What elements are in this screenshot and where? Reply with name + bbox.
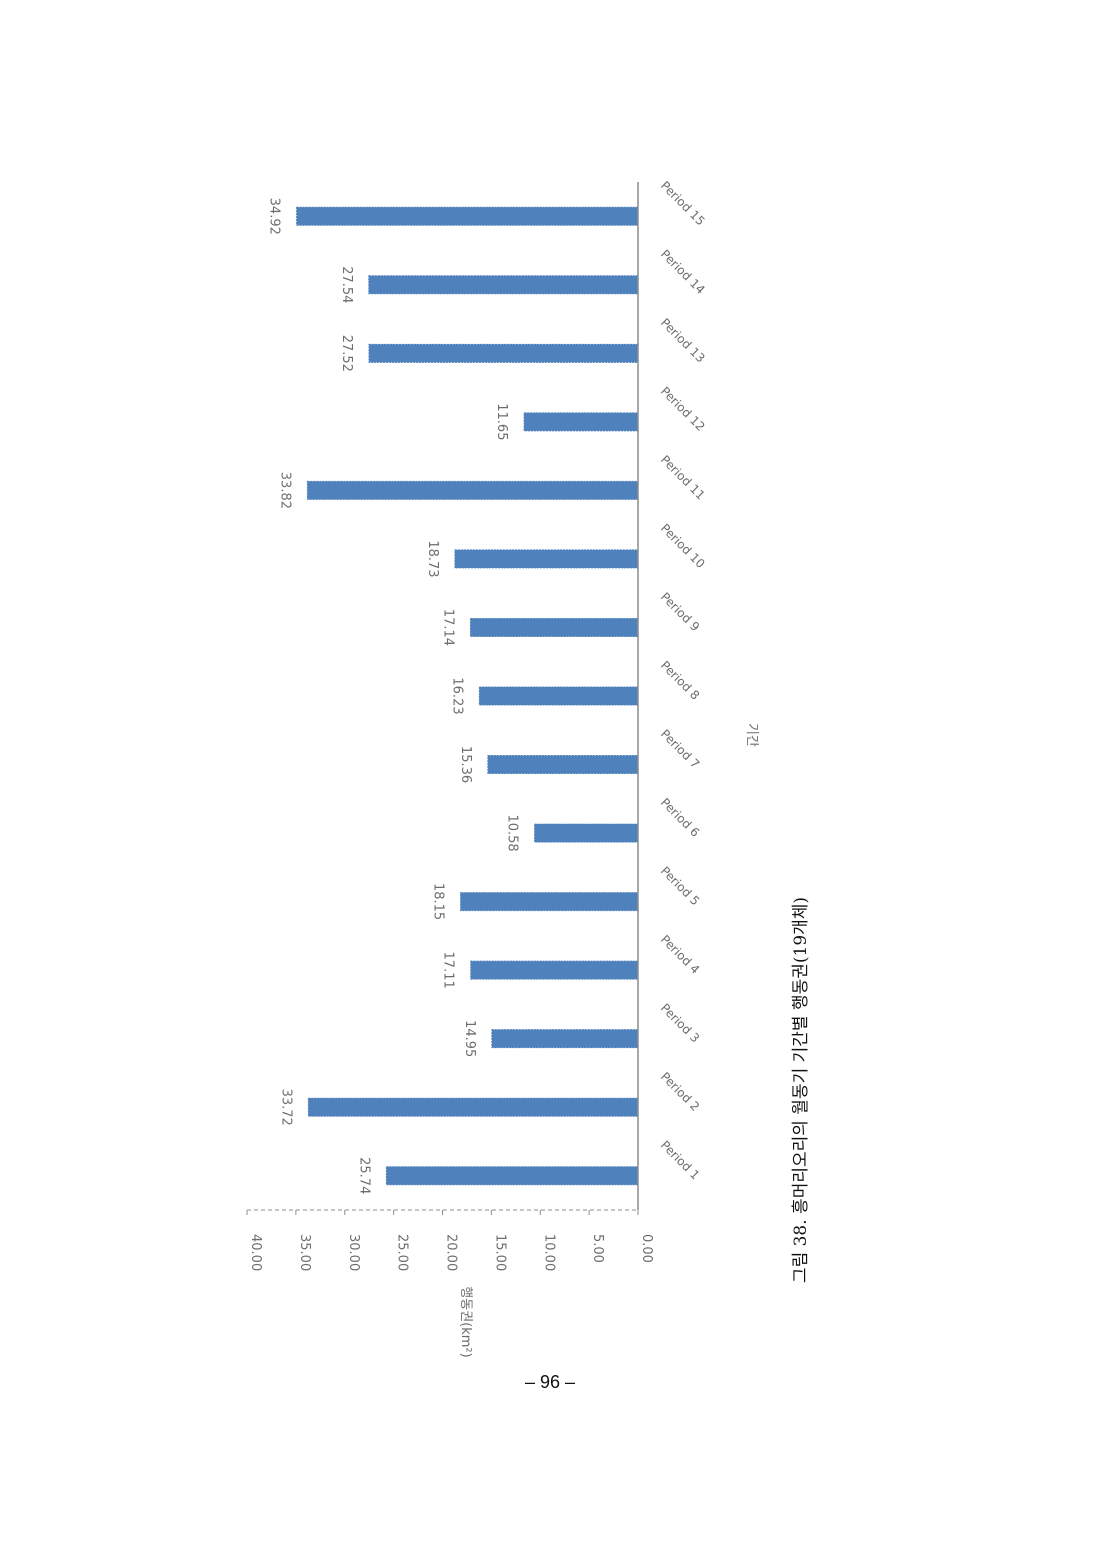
- data-label: 18.73: [425, 540, 440, 577]
- bar: [306, 480, 639, 500]
- category-label: Period 3: [658, 1001, 702, 1045]
- category-label: Period 13: [658, 316, 708, 366]
- data-label: 34.92: [267, 198, 282, 235]
- data-label: 18.15: [431, 883, 446, 920]
- category-label: Period 6: [658, 795, 702, 839]
- tick-label: 15.00: [492, 1234, 507, 1271]
- data-label: 14.95: [462, 1020, 477, 1057]
- category-label: Period 2: [658, 1069, 702, 1113]
- data-label: 33.72: [278, 1089, 293, 1126]
- bar: [385, 1166, 639, 1186]
- data-labels-layer: 25.74 33.72 14.95 17.11 18.15 10.58 15.36 16.23…: [267, 198, 520, 1195]
- category-label: Period 5: [658, 864, 702, 908]
- bar: [487, 755, 639, 775]
- bar: [470, 960, 639, 980]
- bar: [469, 617, 639, 637]
- category-label: Period 10: [658, 521, 708, 571]
- bar: [491, 1029, 639, 1049]
- data-label: 11.65: [494, 403, 509, 440]
- category-label: Period 15: [658, 178, 708, 228]
- data-label: 27.52: [339, 335, 354, 372]
- bar: [296, 206, 639, 226]
- category-label: Period 7: [658, 727, 702, 771]
- data-label: 16.23: [449, 677, 464, 714]
- tick-label: 35.00: [297, 1234, 312, 1271]
- data-label: 27.54: [339, 266, 354, 303]
- data-label: 33.82: [277, 472, 292, 509]
- tick-label: 0.00: [639, 1234, 654, 1263]
- category-label: Period 1: [658, 1138, 702, 1182]
- bar: [523, 412, 639, 432]
- bar: [478, 686, 639, 706]
- bar: [368, 275, 639, 295]
- tick-label: 20.00: [444, 1234, 459, 1271]
- category-label: Period 14: [658, 247, 708, 297]
- tick-label: 5.00: [590, 1234, 605, 1263]
- page-number: – 96 –: [524, 1372, 576, 1392]
- figure-caption: 그림 38. 흥머리오리의 월동기 기간별 행동권(19개체): [791, 897, 811, 1283]
- tick-label: 10.00: [541, 1234, 556, 1271]
- data-label: 10.58: [505, 814, 520, 851]
- tick-labels-layer: 0.00 5.00 10.00 15.00 20.00 25.00 30.00 35.00 40…: [246, 1210, 654, 1271]
- category-label: Period 11: [658, 453, 708, 503]
- bars-layer: [296, 206, 639, 1186]
- bar: [534, 823, 639, 843]
- category-label: Period 12: [658, 384, 708, 434]
- category-label: Period 9: [658, 590, 702, 634]
- bar: [368, 343, 639, 363]
- data-label: 17.11: [441, 952, 456, 989]
- tick-label: 25.00: [395, 1234, 410, 1271]
- bar: [307, 1097, 639, 1117]
- data-label: 17.14: [440, 609, 455, 646]
- category-label: Period 8: [658, 658, 702, 702]
- tick-label: 30.00: [346, 1234, 361, 1271]
- data-label: 25.74: [356, 1157, 371, 1194]
- data-label: 15.36: [458, 746, 473, 783]
- category-label: Period 4: [658, 932, 702, 976]
- bar: [454, 549, 639, 569]
- category-labels-layer: Period 1 Period 2 Period 3 Period 4 Period 5…: [658, 178, 708, 1182]
- y-axis-title: 행동권(km²): [458, 1286, 474, 1357]
- bar: [460, 892, 639, 912]
- x-axis-title: 기간: [744, 723, 759, 747]
- tick-label: 40.00: [248, 1234, 263, 1271]
